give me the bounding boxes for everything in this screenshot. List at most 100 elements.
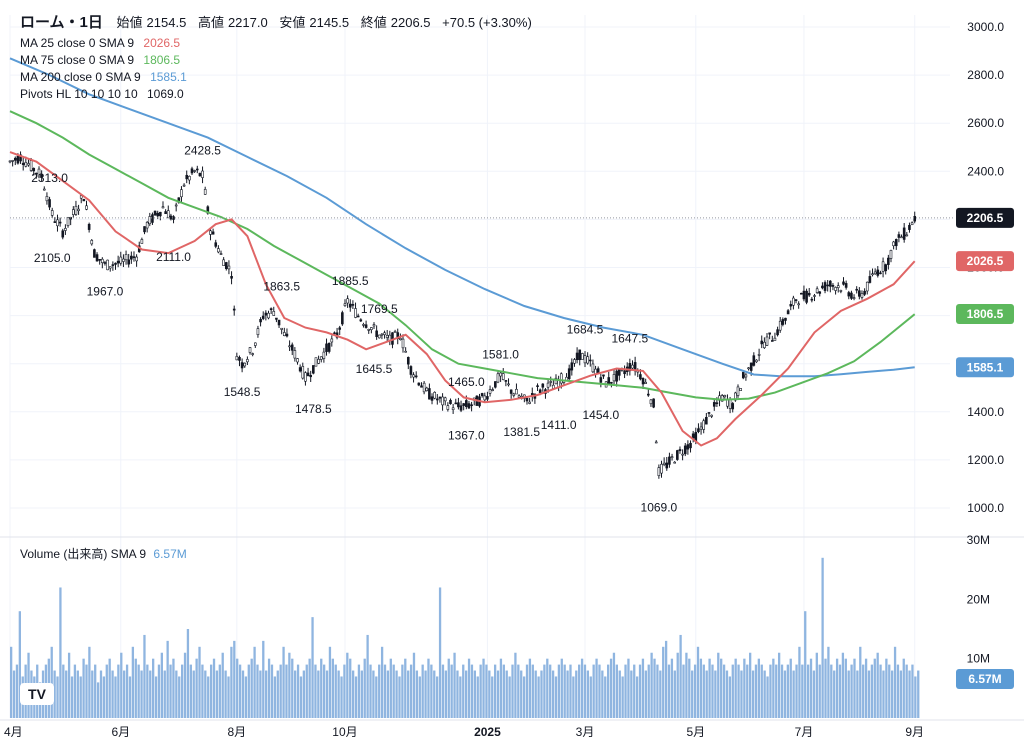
pivot-label: 1645.5 — [356, 362, 393, 376]
legend-ma75-value: 1806.5 — [143, 53, 181, 67]
volume-bar — [430, 664, 433, 718]
candle-body — [741, 372, 745, 379]
price-badge-label: 2206.5 — [967, 211, 1004, 225]
legend-ma200[interactable]: MA 200 close 0 SMA 9 1585.1 — [20, 70, 193, 84]
candle-body — [438, 396, 442, 399]
candle-body — [491, 389, 494, 391]
candle-body — [712, 402, 716, 407]
volume-bar — [296, 664, 300, 718]
pivot-label: 1381.5 — [503, 425, 540, 439]
candle-body — [752, 355, 756, 366]
volume-bar — [412, 652, 416, 718]
candle-body — [507, 383, 510, 386]
volume-bar — [114, 676, 117, 718]
time-tick-label: 4月 — [4, 725, 23, 737]
volume-bar — [737, 664, 740, 718]
symbol-header: ローム・1日 始値 2154.5 高値 2217.0 安値 2145.5 終値 2206… — [20, 11, 536, 32]
candle-body — [689, 442, 692, 449]
candle-body — [454, 402, 458, 405]
candle-body — [151, 214, 154, 223]
volume-bar — [815, 652, 818, 718]
volume-tick-label: 10M — [967, 652, 990, 666]
volume-bar — [76, 670, 79, 718]
volume-bar — [891, 670, 894, 718]
volume-bar — [94, 664, 97, 718]
volume-bar — [795, 664, 798, 718]
candle-body — [422, 382, 426, 393]
candle-body — [288, 345, 291, 348]
volume-bar — [607, 664, 610, 718]
candle-body — [834, 287, 837, 291]
volume-bar — [134, 658, 137, 718]
volume-bar — [317, 670, 320, 718]
volume-bar — [827, 646, 830, 718]
candle-body — [459, 405, 463, 411]
candle-body — [570, 362, 574, 371]
volume-bar — [88, 646, 91, 718]
volume-bar — [754, 664, 758, 718]
volume-bar — [308, 658, 311, 718]
candle-body — [512, 393, 516, 396]
volume-legend[interactable]: Volume (出来高) SMA 9 6.57M — [20, 545, 187, 562]
volume-bar — [833, 670, 836, 718]
candle-body — [504, 380, 508, 382]
candle-body — [844, 283, 848, 288]
volume-bar — [847, 670, 850, 718]
volume-bar — [708, 658, 711, 718]
volume-bar — [896, 664, 900, 718]
volume-bar — [340, 676, 343, 718]
legend-pivots[interactable]: Pivots HL 10 10 10 10 1069.0 — [20, 87, 190, 101]
symbol-name[interactable]: ローム・1日 — [20, 14, 103, 31]
candle-body — [894, 239, 898, 247]
volume-bar — [73, 664, 77, 718]
volume-bar — [267, 658, 271, 718]
candle-body — [723, 395, 727, 398]
candle-body — [417, 382, 421, 386]
candle-body — [794, 299, 798, 301]
volume-bar — [812, 670, 816, 718]
candle-body — [283, 332, 286, 336]
pivot-label: 1581.0 — [482, 347, 519, 361]
candle-body — [259, 319, 262, 323]
volume-bar — [882, 670, 885, 718]
candle-body — [486, 396, 489, 400]
volume-bar — [125, 664, 129, 718]
candle-body — [836, 285, 840, 288]
candle-body — [314, 357, 318, 367]
tradingview-logo-icon[interactable]: TV — [20, 683, 54, 705]
candle-body — [377, 334, 381, 339]
candle-body — [367, 328, 371, 331]
candle-body — [443, 397, 447, 402]
legend-ma75[interactable]: MA 75 close 0 SMA 9 1806.5 — [20, 53, 186, 67]
candle-body — [757, 354, 761, 356]
volume-bar — [818, 664, 821, 718]
volume-bar — [279, 664, 282, 718]
volume-bar — [192, 670, 195, 718]
volume-bar — [325, 670, 329, 718]
candle-body — [810, 298, 814, 301]
volume-bar — [369, 664, 372, 718]
candle-body — [726, 399, 729, 407]
volume-bar — [578, 664, 581, 718]
candle-body — [465, 400, 468, 408]
volume-bar — [259, 670, 262, 718]
candle-body — [831, 284, 835, 287]
candle-body — [79, 195, 83, 199]
candle-body — [517, 395, 521, 398]
volume-bar — [746, 664, 749, 718]
volume-bar — [618, 670, 621, 718]
volume-bar — [644, 670, 647, 718]
volume-bar — [473, 670, 476, 718]
candle-body — [457, 402, 460, 408]
candle-body — [639, 374, 642, 380]
candle-body — [362, 324, 365, 326]
legend-ma25[interactable]: MA 25 close 0 SMA 9 2026.5 — [20, 36, 186, 50]
candle-body — [132, 256, 136, 258]
candle-body — [823, 282, 827, 291]
volume-bar — [656, 664, 659, 718]
volume-bar — [780, 664, 784, 718]
candle-body — [670, 456, 674, 459]
legend-ma25-value: 2026.5 — [143, 36, 181, 50]
candle-body — [652, 398, 655, 408]
